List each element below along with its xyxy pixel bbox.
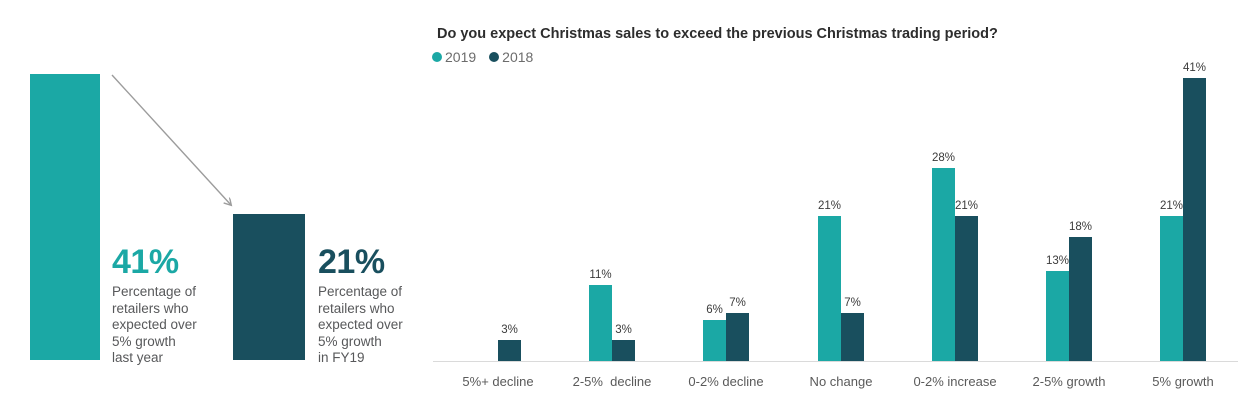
highlight-bar-2018 xyxy=(233,214,305,360)
legend-dot-icon xyxy=(432,52,442,62)
bar-2019-0-2% decline xyxy=(703,320,726,361)
value-label-2018-2-5% decline: 3% xyxy=(615,324,632,336)
category-label-0-2% increase: 0-2% increase xyxy=(913,374,997,389)
stat-caption-2019: Percentage of retailers who expected ove… xyxy=(112,284,197,365)
bar-2018-2-5% growth xyxy=(1069,237,1092,361)
stat-caption-2018: Percentage of retailers who expected ove… xyxy=(318,284,403,365)
value-label-2018-0-2% increase: 21% xyxy=(954,200,979,212)
category-label-5%+ decline: 5%+ decline xyxy=(462,374,534,389)
stat-block-2019: 41% Percentage of retailers who expected… xyxy=(112,244,232,367)
bar-2018-0-2% increase xyxy=(955,216,978,361)
value-label-2018-5% growth: 41% xyxy=(1182,62,1207,74)
value-label-2018-0-2% decline: 7% xyxy=(729,297,746,309)
value-label-2018-5%+ decline: 3% xyxy=(501,324,518,336)
decline-arrow-icon xyxy=(111,74,245,216)
stat-value-2019: 41% xyxy=(112,243,179,281)
bar-2019-No change xyxy=(818,216,841,361)
bar-2018-5%+ decline xyxy=(498,340,521,361)
value-label-2019-5% growth: 21% xyxy=(1159,200,1184,212)
category-label-2-5% growth: 2-5% growth xyxy=(1032,374,1106,389)
value-label-2019-No change: 21% xyxy=(817,200,842,212)
value-label-2019-0-2% increase: 28% xyxy=(931,152,956,164)
value-label-2018-2-5% growth: 18% xyxy=(1068,221,1093,233)
chart-legend: 2019 2018 xyxy=(432,49,533,65)
highlight-bar-2019 xyxy=(30,74,100,360)
bar-2018-0-2% decline xyxy=(726,313,749,361)
bar-2019-0-2% increase xyxy=(932,168,955,361)
category-label-No change: No change xyxy=(809,374,873,389)
legend-item-2018: 2018 xyxy=(489,49,533,65)
value-label-2018-No change: 7% xyxy=(844,297,861,309)
value-label-2019-2-5% decline: 11% xyxy=(589,269,612,281)
bar-2018-No change xyxy=(841,313,864,361)
bar-2019-2-5% growth xyxy=(1046,271,1069,361)
bar-2018-5% growth xyxy=(1183,78,1206,361)
legend-label: 2018 xyxy=(502,49,534,65)
category-label-2-5% decline: 2-5% decline xyxy=(572,374,652,389)
bar-2019-2-5% decline xyxy=(589,285,612,361)
legend-item-2019: 2019 xyxy=(432,49,476,65)
value-label-2019-0-2% decline: 6% xyxy=(706,304,723,316)
stat-block-2018: 21% Percentage of retailers who expected… xyxy=(318,244,438,367)
category-label-0-2% decline: 0-2% decline xyxy=(688,374,764,389)
category-label-5% growth: 5% growth xyxy=(1152,374,1214,389)
legend-label: 2019 xyxy=(445,49,477,65)
x-axis-line xyxy=(433,361,1238,362)
value-label-2019-2-5% growth: 13% xyxy=(1045,255,1070,267)
bar-2019-5% growth xyxy=(1160,216,1183,361)
chart-title: Do you expect Christmas sales to exceed … xyxy=(437,26,998,42)
bar-2018-2-5% decline xyxy=(612,340,635,361)
stat-value-2018: 21% xyxy=(318,243,385,281)
legend-dot-icon xyxy=(489,52,500,62)
